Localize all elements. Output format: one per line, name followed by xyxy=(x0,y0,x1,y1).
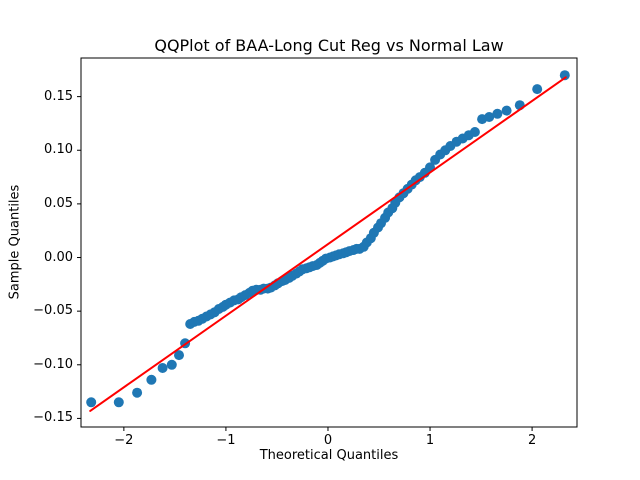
scatter-point xyxy=(484,112,495,122)
x-tick-label: −1 xyxy=(216,433,236,448)
chart-title: QQPlot of BAA-Long Cut Reg vs Normal Law xyxy=(154,36,504,55)
x-tick-label: −2 xyxy=(114,433,134,448)
x-axis-label: Theoretical Quantiles xyxy=(259,448,399,463)
scatter-point xyxy=(113,397,124,408)
scatter-point xyxy=(157,363,168,373)
scatter-point xyxy=(501,105,512,116)
y-tick-label: −0.05 xyxy=(33,303,73,319)
scatter-point xyxy=(492,108,503,119)
y-tick-label: −0.10 xyxy=(33,356,73,372)
x-tick-label: 2 xyxy=(527,433,537,448)
y-tick-label: 0.10 xyxy=(44,142,73,158)
x-tick-label: 0 xyxy=(323,433,333,448)
scatter-point xyxy=(532,84,543,95)
scatter-point xyxy=(166,359,177,370)
y-tick-label: −0.15 xyxy=(33,410,73,426)
y-tick-label: 0.05 xyxy=(44,195,73,211)
scatter-point xyxy=(469,127,480,137)
scatter-point xyxy=(132,387,143,398)
scatter-point xyxy=(559,70,570,81)
y-tick-label: 0.00 xyxy=(44,249,73,265)
scatter-point xyxy=(146,374,157,385)
scatter-point xyxy=(86,397,97,408)
axes-box xyxy=(80,57,578,428)
x-tick-label: 1 xyxy=(425,433,435,448)
scatter-point xyxy=(174,350,184,361)
fit-line xyxy=(89,76,567,412)
y-tick-label: 0.15 xyxy=(44,88,73,104)
